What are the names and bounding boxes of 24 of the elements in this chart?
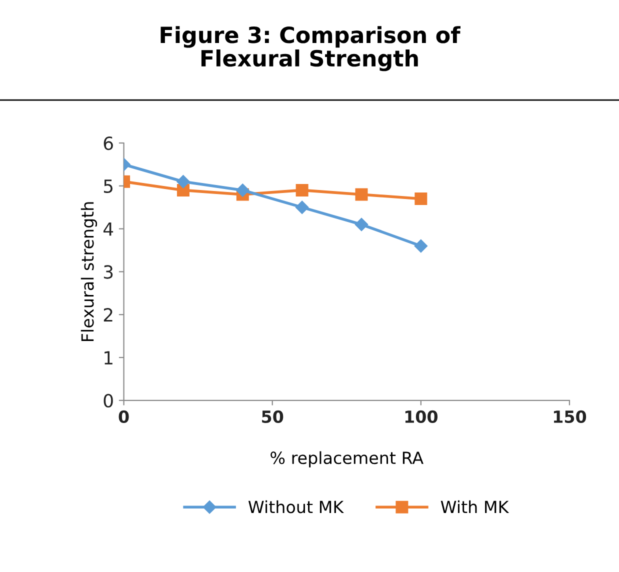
x-tick-label: 50 (262, 410, 284, 424)
y-tick-label: 2 (104, 308, 112, 322)
chart-title: Figure 3: Comparison of Flexural Strength (160, 26, 460, 72)
point (414, 239, 428, 253)
y-tick-label: 0 (104, 394, 113, 408)
point (295, 200, 309, 214)
point (296, 184, 308, 196)
legend-label: With MK (440, 500, 510, 514)
y-tick-label: 5 (104, 180, 112, 194)
x-tick-label: 150 (554, 410, 586, 424)
point (236, 184, 250, 197)
y-tick-label: 3 (104, 265, 113, 279)
x-tick-label: 100 (405, 410, 438, 424)
x-axis-title: % replacement RA (270, 451, 424, 468)
x-tick-label: 0 (118, 410, 129, 424)
point (176, 175, 190, 188)
point (354, 218, 368, 232)
point (414, 192, 428, 206)
legend-label: Without MK (248, 500, 344, 514)
y-tick-label: 4 (103, 222, 114, 236)
point (355, 188, 368, 201)
y-tick-label: 6 (104, 136, 113, 150)
y-tick-label: 1 (104, 351, 112, 364)
y-axis-title: Flexural strength (80, 202, 98, 341)
